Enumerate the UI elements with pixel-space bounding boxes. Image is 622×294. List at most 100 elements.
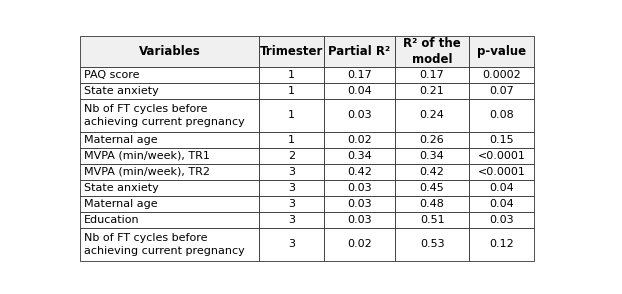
Text: State anxiety: State anxiety: [84, 86, 159, 96]
Bar: [259, 180, 323, 196]
Text: 0.03: 0.03: [347, 199, 372, 209]
Bar: [323, 131, 395, 148]
Text: 0.04: 0.04: [347, 86, 372, 96]
Text: 1: 1: [288, 86, 295, 96]
Text: Maternal age: Maternal age: [84, 135, 157, 145]
Bar: [469, 36, 534, 67]
Text: PAQ score: PAQ score: [84, 70, 139, 80]
Bar: [395, 228, 469, 260]
Bar: [469, 148, 534, 164]
Bar: [395, 196, 469, 212]
Bar: [323, 212, 395, 228]
Bar: [80, 99, 259, 131]
Bar: [259, 212, 323, 228]
Text: Nb of FT cycles before
achieving current pregnancy: Nb of FT cycles before achieving current…: [84, 104, 245, 127]
Text: Maternal age: Maternal age: [84, 199, 157, 209]
Bar: [323, 148, 395, 164]
Bar: [469, 228, 534, 260]
Text: 3: 3: [288, 239, 295, 249]
Text: R² of the
model: R² of the model: [403, 37, 461, 66]
Text: 1: 1: [288, 135, 295, 145]
Bar: [395, 212, 469, 228]
Bar: [395, 83, 469, 99]
Text: 0.42: 0.42: [347, 167, 372, 177]
Text: Trimester: Trimester: [259, 45, 323, 58]
Bar: [469, 131, 534, 148]
Text: 0.02: 0.02: [347, 135, 372, 145]
Bar: [395, 180, 469, 196]
Text: 0.26: 0.26: [420, 135, 445, 145]
Text: 0.0002: 0.0002: [482, 70, 521, 80]
Text: 0.15: 0.15: [489, 135, 514, 145]
Bar: [80, 67, 259, 83]
Text: 1: 1: [288, 111, 295, 121]
Bar: [323, 99, 395, 131]
Text: p-value: p-value: [476, 45, 526, 58]
Bar: [259, 99, 323, 131]
Bar: [469, 212, 534, 228]
Bar: [395, 67, 469, 83]
Bar: [80, 131, 259, 148]
Bar: [323, 83, 395, 99]
Text: 1: 1: [288, 70, 295, 80]
Bar: [259, 164, 323, 180]
Bar: [395, 99, 469, 131]
Bar: [259, 148, 323, 164]
Text: 0.04: 0.04: [489, 183, 514, 193]
Text: 0.03: 0.03: [489, 215, 514, 225]
Text: 0.12: 0.12: [489, 239, 514, 249]
Bar: [323, 228, 395, 260]
Bar: [80, 148, 259, 164]
Text: 3: 3: [288, 215, 295, 225]
Bar: [323, 180, 395, 196]
Text: 0.51: 0.51: [420, 215, 445, 225]
Text: 0.45: 0.45: [420, 183, 445, 193]
Bar: [469, 180, 534, 196]
Text: <0.0001: <0.0001: [477, 151, 525, 161]
Bar: [259, 196, 323, 212]
Bar: [395, 148, 469, 164]
Text: 0.17: 0.17: [347, 70, 372, 80]
Bar: [469, 196, 534, 212]
Text: Nb of FT cycles before
achieving current pregnancy: Nb of FT cycles before achieving current…: [84, 233, 245, 255]
Bar: [80, 164, 259, 180]
Text: 2: 2: [288, 151, 295, 161]
Text: 0.24: 0.24: [420, 111, 445, 121]
Bar: [80, 36, 259, 67]
Text: State anxiety: State anxiety: [84, 183, 159, 193]
Bar: [395, 164, 469, 180]
Text: MVPA (min/week), TR2: MVPA (min/week), TR2: [84, 167, 210, 177]
Text: 0.34: 0.34: [420, 151, 445, 161]
Text: 0.07: 0.07: [489, 86, 514, 96]
Bar: [469, 83, 534, 99]
Text: Education: Education: [84, 215, 140, 225]
Bar: [80, 83, 259, 99]
Text: 0.08: 0.08: [489, 111, 514, 121]
Bar: [469, 99, 534, 131]
Text: 0.02: 0.02: [347, 239, 372, 249]
Text: 0.17: 0.17: [420, 70, 445, 80]
Text: 0.53: 0.53: [420, 239, 445, 249]
Text: MVPA (min/week), TR1: MVPA (min/week), TR1: [84, 151, 210, 161]
Bar: [469, 164, 534, 180]
Text: 0.48: 0.48: [420, 199, 445, 209]
Bar: [80, 212, 259, 228]
Bar: [395, 36, 469, 67]
Text: 0.04: 0.04: [489, 199, 514, 209]
Bar: [80, 196, 259, 212]
Bar: [259, 131, 323, 148]
Bar: [395, 131, 469, 148]
Bar: [80, 228, 259, 260]
Text: 0.03: 0.03: [347, 111, 372, 121]
Text: 0.21: 0.21: [420, 86, 445, 96]
Text: 0.03: 0.03: [347, 215, 372, 225]
Bar: [323, 196, 395, 212]
Text: <0.0001: <0.0001: [477, 167, 525, 177]
Text: 3: 3: [288, 167, 295, 177]
Bar: [259, 36, 323, 67]
Bar: [323, 36, 395, 67]
Bar: [469, 67, 534, 83]
Text: Partial R²: Partial R²: [328, 45, 391, 58]
Text: 0.42: 0.42: [420, 167, 445, 177]
Bar: [323, 164, 395, 180]
